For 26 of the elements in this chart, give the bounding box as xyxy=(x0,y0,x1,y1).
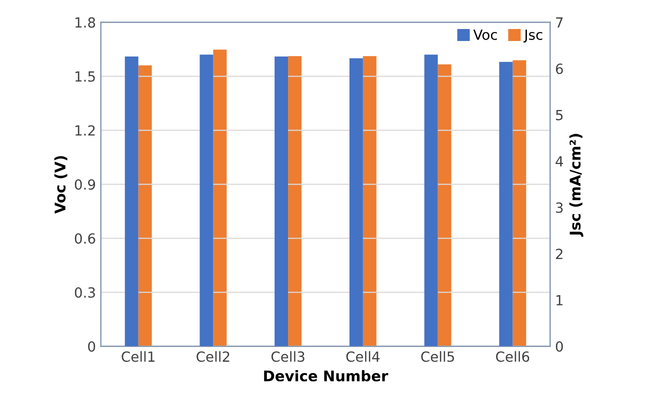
y2-tick-label: 2 xyxy=(556,248,562,259)
x-tick-label: Cell1 xyxy=(122,351,154,362)
x-axis-title: Device Number xyxy=(264,370,388,382)
x-tick-label: Cell6 xyxy=(496,351,530,362)
legend-label: Jsc xyxy=(523,30,542,43)
y-tick-label: 1.5 xyxy=(75,71,95,82)
y2-tick-label: 5 xyxy=(556,110,563,120)
legend-label: Voc xyxy=(473,30,497,40)
y2-tick-label: 6 xyxy=(556,64,563,74)
y2-tick-label: 1 xyxy=(556,295,563,306)
x-tick-label: Cell4 xyxy=(346,351,380,362)
y-tick-label: 0 xyxy=(88,341,96,352)
y-tick-label: 0.9 xyxy=(74,179,96,190)
y2-tick-label: 4 xyxy=(556,156,564,166)
y2-tick-label: 0 xyxy=(556,341,563,352)
y2-tick-label: 7 xyxy=(556,17,563,28)
y2-tick-label: 3 xyxy=(556,202,563,213)
y-axis-title: Voc (V) xyxy=(54,156,68,214)
y-tick-label: 0.3 xyxy=(74,287,95,298)
x-tick-label: Cell2 xyxy=(196,351,230,362)
y-tick-label: 1.8 xyxy=(75,17,96,28)
y-tick-label: 0.6 xyxy=(74,233,96,244)
y2-axis-title: Jsc (mA/cm²) xyxy=(569,134,584,237)
x-tick-label: Cell5 xyxy=(421,351,454,362)
x-tick-label: Cell3 xyxy=(271,351,304,362)
y-tick-label: 1.2 xyxy=(75,125,95,136)
